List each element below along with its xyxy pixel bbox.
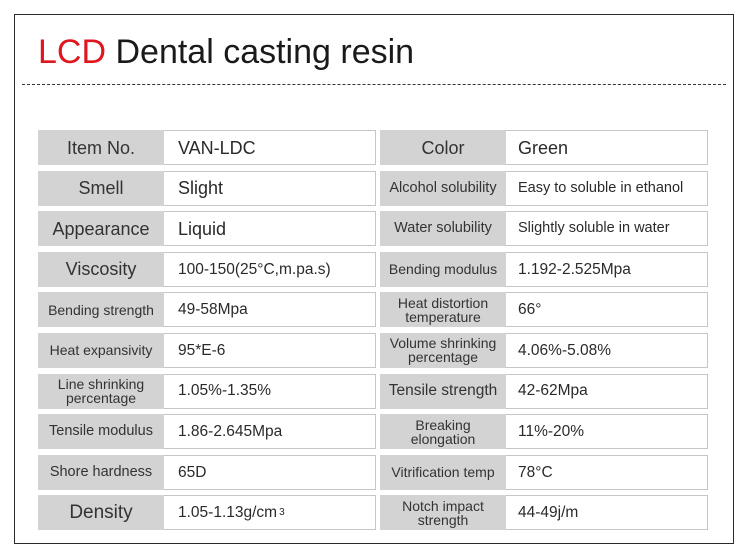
spec-label: Alcohol solubility: [380, 170, 506, 206]
spec-label: Line shrinking percentage: [38, 373, 164, 409]
spec-label: Color: [380, 130, 506, 165]
density-superscript: 3: [279, 506, 285, 518]
spec-label: Tensile modulus: [38, 414, 164, 450]
spec-label: Heat expansivity: [38, 332, 164, 368]
spec-value: 65D: [164, 454, 376, 490]
spec-label: Bending modulus: [380, 251, 506, 287]
spec-value: 1.05-1.13g/cm 3: [164, 495, 376, 531]
spec-value: Liquid: [164, 211, 376, 247]
spec-value: 4.06%-5.08%: [506, 332, 708, 368]
table-row: Line shrinking percentage 1.05%-1.35% Te…: [38, 373, 708, 409]
spec-value: Easy to soluble in ethanol: [506, 170, 708, 206]
spec-label: Notch impact strength: [380, 495, 506, 531]
spec-value: 11%-20%: [506, 414, 708, 450]
spec-label: Volume shrinking percentage: [380, 332, 506, 368]
spec-value: 66°: [506, 292, 708, 328]
spec-value: Slightly soluble in water: [506, 211, 708, 247]
spec-label: Density: [38, 495, 164, 531]
spec-label: Heat distortion temperature: [380, 292, 506, 328]
table-row: Viscosity 100-150(25°C,m.pa.s) Bending m…: [38, 251, 708, 287]
density-value-text: 1.05-1.13g/cm: [178, 504, 278, 522]
spec-value: VAN-LDC: [164, 130, 376, 165]
spec-value: 42-62Mpa: [506, 373, 708, 409]
spec-value: 1.05%-1.35%: [164, 373, 376, 409]
spec-value: 95*E-6: [164, 332, 376, 368]
table-row: Appearance Liquid Water solubility Sligh…: [38, 211, 708, 247]
spec-value: 100-150(25°C,m.pa.s): [164, 251, 376, 287]
spec-label: Viscosity: [38, 251, 164, 287]
spec-value: 49-58Mpa: [164, 292, 376, 328]
table-row: Shore hardness 65D Vitrification temp 78…: [38, 454, 708, 490]
dashed-divider: [22, 84, 726, 85]
spec-sheet-frame: [14, 14, 734, 544]
spec-value: Green: [506, 130, 708, 165]
spec-value: Slight: [164, 170, 376, 206]
table-row: Density 1.05-1.13g/cm 3 Notch impact stre…: [38, 495, 708, 531]
spec-label: Water solubility: [380, 211, 506, 247]
title-accent: LCD: [38, 33, 107, 71]
title-rest: Dental casting resin: [106, 33, 415, 71]
spec-table: Item No. VAN-LDC Color Green Smell Sligh…: [38, 130, 708, 536]
spec-label: Bending strength: [38, 292, 164, 328]
spec-value: 78°C: [506, 454, 708, 490]
spec-label: Tensile strength: [380, 373, 506, 409]
spec-label: Vitrification temp: [380, 454, 506, 490]
spec-value: 1.192-2.525Mpa: [506, 251, 708, 287]
table-row: Bending strength 49-58Mpa Heat distortio…: [38, 292, 708, 328]
table-row: Heat expansivity 95*E-6 Volume shrinking…: [38, 332, 708, 368]
table-row: Tensile modulus 1.86-2.645Mpa Breaking e…: [38, 414, 708, 450]
spec-label: Breaking elongation: [380, 414, 506, 450]
page-title: LCD Dental casting resin: [38, 30, 414, 74]
table-row: Smell Slight Alcohol solubility Easy to …: [38, 170, 708, 206]
spec-label: Appearance: [38, 211, 164, 247]
spec-value: 44-49j/m: [506, 495, 708, 531]
spec-label: Smell: [38, 170, 164, 206]
table-row: Item No. VAN-LDC Color Green: [38, 130, 708, 165]
spec-label: Shore hardness: [38, 454, 164, 490]
spec-value: 1.86-2.645Mpa: [164, 414, 376, 450]
spec-label: Item No.: [38, 130, 164, 165]
